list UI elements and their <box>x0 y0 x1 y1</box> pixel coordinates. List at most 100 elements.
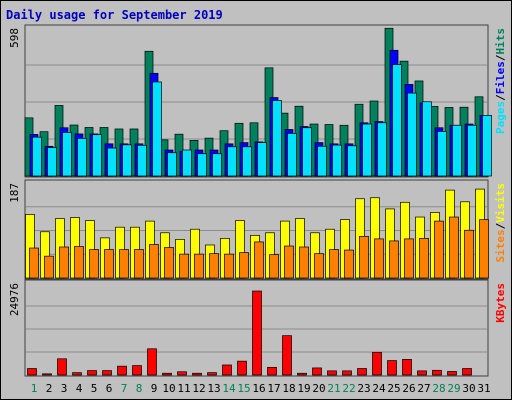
y-max-label-3: 24976 <box>8 283 21 316</box>
bar-kbytes-day-10 <box>162 372 172 376</box>
bar-kbytes-day-18 <box>282 335 292 376</box>
bar-pages-day-13 <box>212 153 222 177</box>
day-tick-label-9: 9 <box>151 382 158 395</box>
day-tick-label-30: 30 <box>462 382 475 395</box>
bar-kbytes-day-9 <box>147 348 157 376</box>
bar-sites-day-14 <box>224 253 234 279</box>
bar-pages-day-24 <box>377 122 387 177</box>
bar-pages-day-25 <box>392 64 402 177</box>
day-tick-label-18: 18 <box>282 382 295 395</box>
bar-sites-day-13 <box>209 253 219 279</box>
bar-kbytes-day-17 <box>267 366 277 376</box>
day-tick-label-29: 29 <box>447 382 460 395</box>
bar-pages-day-21 <box>332 144 342 177</box>
bar-kbytes-day-23 <box>357 368 367 376</box>
day-tick-label-2: 2 <box>46 382 53 395</box>
bar-kbytes-day-11 <box>177 371 187 376</box>
day-tick-label-27: 27 <box>417 382 430 395</box>
bar-kbytes-day-4 <box>72 372 82 376</box>
bar-pages-day-15 <box>242 146 252 177</box>
bar-sites-day-10 <box>164 247 174 279</box>
bar-kbytes-day-1 <box>27 368 37 376</box>
bar-kbytes-day-20 <box>312 367 322 376</box>
day-tick-label-16: 16 <box>252 382 265 395</box>
day-tick-label-31: 31 <box>477 382 490 395</box>
bar-kbytes-day-25 <box>387 360 397 376</box>
bar-kbytes-day-7 <box>117 365 127 376</box>
bar-pages-day-26 <box>407 92 417 177</box>
bar-sites-day-25 <box>389 240 399 279</box>
day-tick-label-12: 12 <box>192 382 205 395</box>
bar-kbytes-day-16 <box>252 290 262 376</box>
bar-kbytes-day-15 <box>237 360 247 376</box>
series-axis-label-2: Sites/Visits <box>494 183 507 263</box>
day-tick-label-28: 28 <box>432 382 445 395</box>
axis-label-hits: Hits <box>494 28 507 55</box>
bar-sites-day-9 <box>149 244 159 279</box>
axis-label-sites: Sites <box>494 229 507 262</box>
axis-label-separator: / <box>494 54 507 61</box>
bar-kbytes-day-28 <box>432 369 442 376</box>
bar-kbytes-day-5 <box>87 370 97 376</box>
bar-sites-day-23 <box>359 235 369 279</box>
bar-pages-day-27 <box>422 101 432 177</box>
bar-sites-day-4 <box>74 246 84 279</box>
bar-pages-day-31 <box>482 115 492 177</box>
bar-kbytes-day-22 <box>342 370 352 376</box>
day-tick-label-6: 6 <box>106 382 113 395</box>
bar-kbytes-day-30 <box>462 368 472 376</box>
day-tick-label-24: 24 <box>372 382 386 395</box>
bar-kbytes-day-24 <box>372 351 382 376</box>
bar-pages-day-17 <box>272 100 282 177</box>
bar-kbytes-day-3 <box>57 358 67 376</box>
axis-label-separator: / <box>494 222 507 229</box>
bar-sites-day-28 <box>434 220 444 279</box>
day-tick-label-15: 15 <box>237 382 250 395</box>
bar-sites-day-22 <box>344 249 354 279</box>
day-tick-label-4: 4 <box>76 382 83 395</box>
bar-sites-day-8 <box>134 249 144 279</box>
bar-pages-day-19 <box>302 127 312 177</box>
bar-pages-day-30 <box>467 124 477 177</box>
bar-sites-day-18 <box>284 245 294 279</box>
bar-pages-day-7 <box>122 144 132 177</box>
bar-sites-day-1 <box>29 247 39 279</box>
bar-sites-day-17 <box>269 254 279 279</box>
bar-kbytes-day-27 <box>417 370 427 376</box>
y-max-label-2: 187 <box>8 183 21 203</box>
bar-kbytes-day-8 <box>132 365 142 376</box>
bar-pages-day-23 <box>362 123 372 177</box>
bar-pages-day-20 <box>317 145 327 177</box>
day-tick-label-11: 11 <box>177 382 190 395</box>
bar-sites-day-20 <box>314 253 324 279</box>
bar-pages-day-16 <box>257 142 267 177</box>
bar-sites-day-5 <box>89 249 99 279</box>
bar-sites-day-15 <box>239 252 249 279</box>
bar-kbytes-day-13 <box>207 372 217 376</box>
day-tick-label-8: 8 <box>136 382 143 395</box>
bar-pages-day-11 <box>182 149 192 177</box>
bar-sites-day-29 <box>449 216 459 279</box>
bar-kbytes-day-14 <box>222 364 232 376</box>
bar-pages-day-4 <box>77 138 87 177</box>
day-tick-label-20: 20 <box>312 382 325 395</box>
day-tick-label-26: 26 <box>402 382 415 395</box>
bar-pages-day-28 <box>437 131 447 177</box>
bar-pages-day-10 <box>167 152 177 177</box>
bar-kbytes-day-2 <box>42 373 52 376</box>
bar-pages-day-14 <box>227 146 237 177</box>
bar-kbytes-day-19 <box>297 372 307 376</box>
axis-label-kbytes: KBytes <box>494 283 507 323</box>
series-axis-label-3: KBytes <box>494 283 507 323</box>
day-tick-label-21: 21 <box>327 382 340 395</box>
bar-sites-day-11 <box>179 253 189 279</box>
bar-pages-day-1 <box>32 136 42 177</box>
bar-pages-day-3 <box>62 132 72 177</box>
bar-sites-day-19 <box>299 246 309 279</box>
day-tick-label-25: 25 <box>387 382 400 395</box>
bar-pages-day-18 <box>287 133 297 177</box>
bar-sites-day-3 <box>59 246 69 279</box>
bar-pages-day-29 <box>452 124 462 177</box>
day-tick-label-17: 17 <box>267 382 280 395</box>
